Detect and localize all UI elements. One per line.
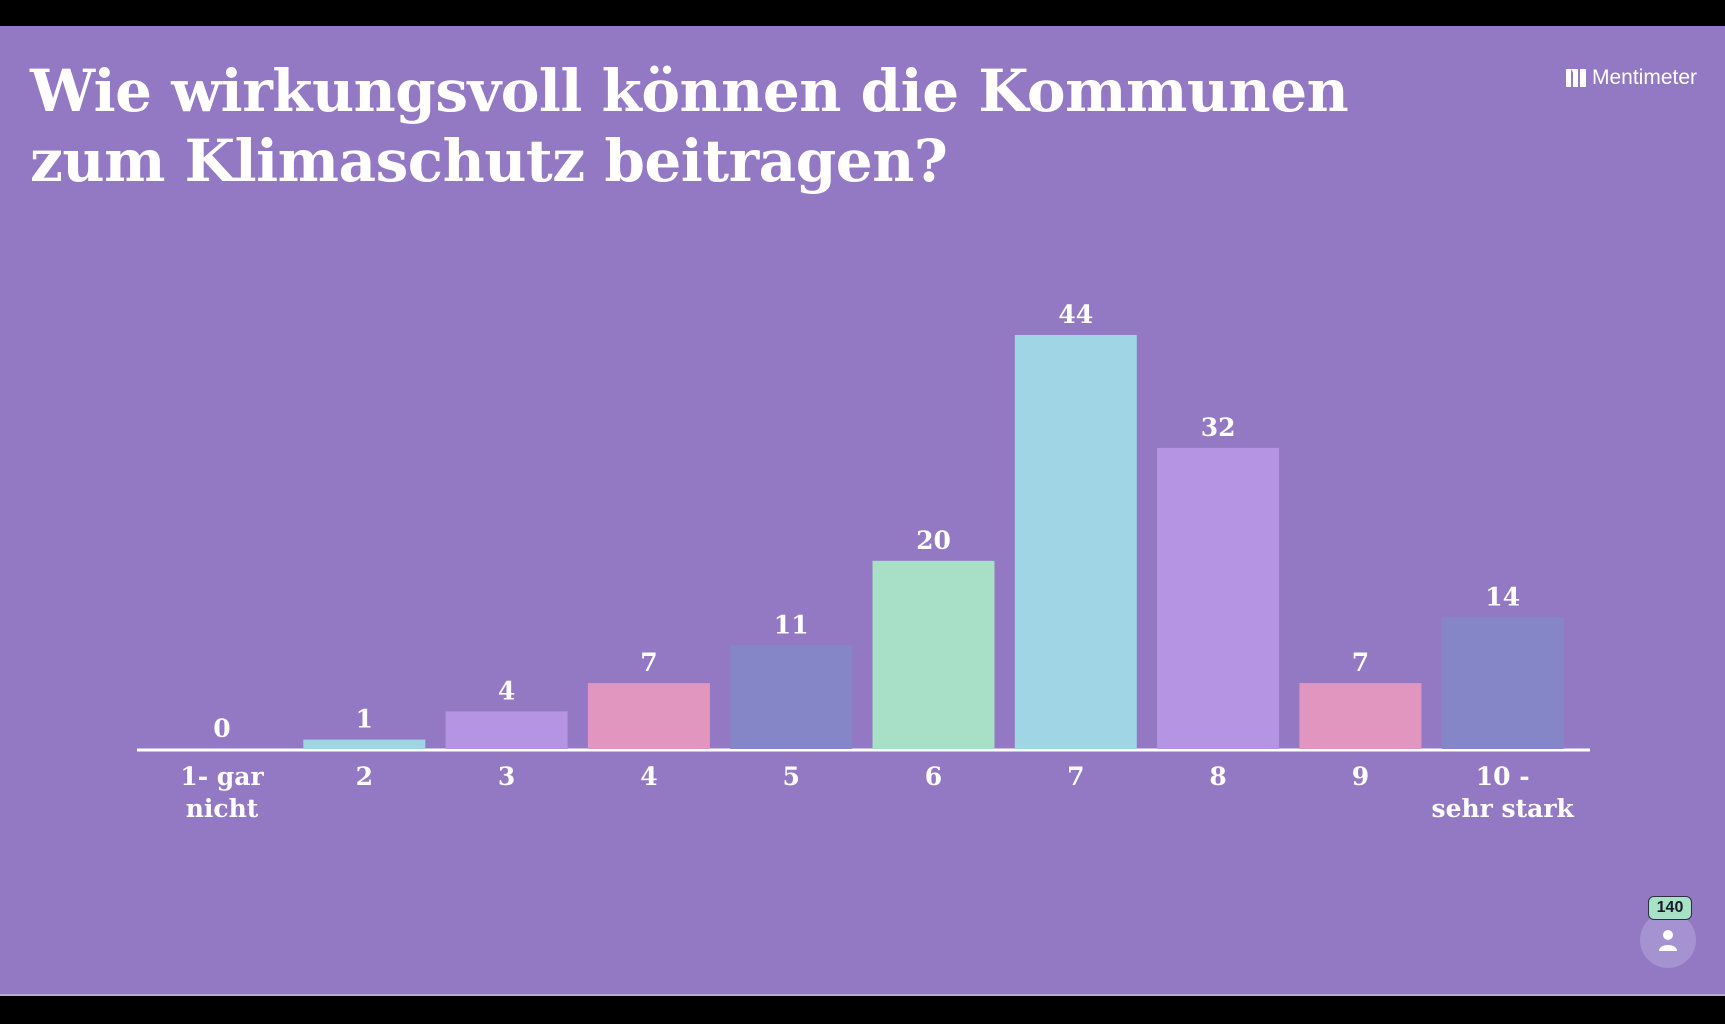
letterbox-top — [0, 0, 1725, 26]
participant-count-badge: 140 — [1648, 896, 1692, 920]
slide: Wie wirkungsvoll können die Kommunen zum… — [0, 26, 1725, 996]
x-tick-label: 6 — [925, 762, 942, 791]
bar-value-label: 32 — [1201, 413, 1236, 442]
bar-value-label: 1 — [356, 705, 373, 734]
x-tick-label: 8 — [1209, 762, 1226, 791]
x-tick-label: 2 — [356, 762, 373, 791]
bar-3 — [445, 711, 568, 749]
bar-2 — [303, 739, 426, 749]
bar-7 — [1014, 335, 1137, 749]
question-title: Wie wirkungsvoll können die Kommunen zum… — [30, 57, 1349, 195]
mentimeter-brand: Mentimeter — [1565, 66, 1697, 90]
bar-value-label: 7 — [1352, 648, 1369, 677]
bar-value-label: 4 — [498, 676, 515, 705]
x-tick-label: 4 — [640, 762, 657, 791]
bar-6 — [872, 560, 995, 749]
brand-name: Mentimeter — [1591, 66, 1697, 89]
x-tick-label: 7 — [1067, 762, 1084, 791]
bar-value-label: 14 — [1485, 582, 1520, 611]
bar-value-label: 7 — [640, 648, 657, 677]
bar-value-label: 44 — [1058, 300, 1093, 329]
x-tick-label: 5 — [782, 762, 799, 791]
x-tick-label: 1- gar nicht — [180, 762, 264, 823]
bar-8 — [1157, 447, 1280, 749]
participants-button[interactable] — [1640, 912, 1696, 968]
bar-value-label: 0 — [213, 714, 230, 743]
bar-9 — [1299, 683, 1422, 749]
x-tick-label: 3 — [498, 762, 515, 791]
x-tick-label: 10 -sehr stark — [1432, 762, 1575, 823]
mentimeter-logo-icon — [1565, 69, 1586, 87]
bar-10 — [1441, 617, 1564, 749]
x-tick-label: 9 — [1352, 762, 1369, 791]
bar-value-label: 20 — [916, 526, 951, 555]
bar-4 — [587, 683, 710, 749]
letterbox-bottom — [0, 996, 1725, 1024]
bar-value-label: 11 — [774, 611, 809, 640]
slide-bottom-line — [0, 994, 1725, 996]
bar-chart: 0 1- gar nicht 1 2 4 3 7 4 11 5 20 6 44 7 32 8 7 9 14 10 -se… — [137, 300, 1590, 823]
person-icon — [1659, 930, 1677, 951]
bar-5 — [730, 645, 853, 749]
